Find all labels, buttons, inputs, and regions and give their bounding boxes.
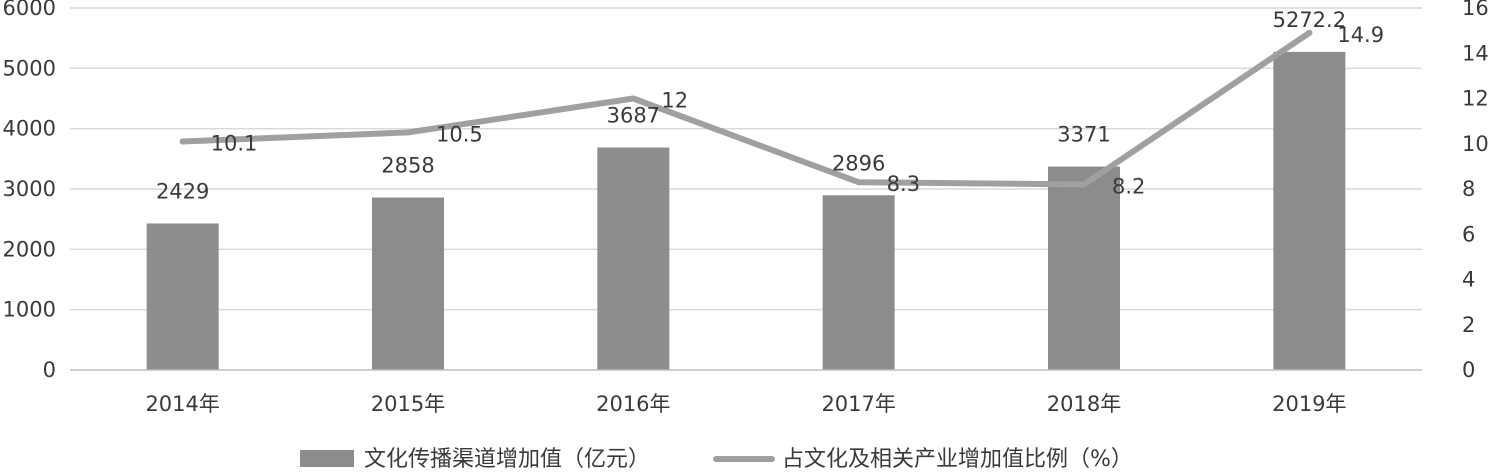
axes: 0 1000 2000 3000 4000 5000 6000 0 2 4 6 8 10 12 14 16 20… (3, 0, 1489, 416)
y-right-tick-label: 2 (1462, 313, 1475, 337)
x-tick-label: 2015年 (371, 392, 445, 416)
line-point (405, 129, 411, 136)
bar-series (146, 51, 1346, 371)
y-right-tick-label: 4 (1462, 268, 1475, 292)
line-data-label: 8.2 (1112, 174, 1145, 198)
line-point (1306, 29, 1313, 36)
x-tick-label: 2017年 (821, 392, 895, 416)
bar (1048, 166, 1120, 370)
y-left-tick-label: 5000 (3, 56, 56, 80)
y-right-tick-label: 8 (1462, 177, 1475, 201)
line-point (1081, 181, 1087, 188)
bar-data-label: 3371 (1057, 123, 1110, 147)
legend: 文化传播渠道增加值（亿元） 占文化及相关产业增加值比例（%） (300, 447, 1133, 472)
legend-bar-swatch (300, 450, 354, 467)
bar (1273, 51, 1346, 371)
y-left-tick-label: 6000 (3, 0, 56, 20)
y-left-tick-label: 1000 (3, 298, 56, 322)
bar-data-label: 2858 (381, 154, 434, 178)
line-point (179, 138, 186, 145)
bar (822, 195, 895, 370)
x-tick-label: 2019年 (1272, 392, 1346, 416)
gridlines (70, 7, 1422, 311)
line-data-label: 8.3 (887, 172, 920, 196)
legend-bar-label: 文化传播渠道增加值（亿元） (364, 447, 650, 472)
y-left-tick-label: 0 (43, 358, 56, 382)
y-right-tick-label: 0 (1462, 358, 1475, 382)
bar-data-label: 2429 (156, 179, 209, 203)
x-tick-label: 2014年 (145, 392, 219, 416)
y-right-tick-label: 6 (1462, 222, 1475, 246)
line-series-path (179, 29, 1313, 188)
bar (146, 223, 219, 370)
y-left-tick-label: 4000 (3, 117, 56, 141)
bar (372, 197, 444, 370)
line-data-label: 10.5 (436, 122, 483, 146)
bar-data-label: 2896 (832, 151, 885, 175)
line-point (630, 95, 637, 102)
line-series (179, 29, 1313, 188)
bar-data-label: 5272.2 (1273, 8, 1346, 32)
y-left-tick-label: 3000 (3, 177, 56, 201)
line-data-label: 10.1 (211, 131, 258, 155)
data-labels: 2429 2858 3687 2896 3371 5272.2 10.1 10.5 12 8.3 8… (156, 8, 1384, 204)
x-tick-label: 2016年 (596, 392, 670, 416)
y-right-tick-label: 14 (1462, 41, 1489, 65)
y-left-tick-label: 2000 (3, 237, 56, 261)
x-tick-label: 2018年 (1047, 392, 1121, 416)
line-data-label: 12 (661, 89, 688, 113)
legend-line-label: 占文化及相关产业增加值比例（%） (782, 447, 1133, 472)
y-right-tick-label: 16 (1462, 0, 1489, 20)
y-right-tick-label: 12 (1462, 87, 1489, 111)
bar-data-label: 3687 (607, 104, 660, 128)
y-right-tick-label: 10 (1462, 132, 1489, 156)
line-data-label: 14.9 (1337, 23, 1384, 47)
bar (597, 147, 670, 370)
line-point (855, 179, 862, 186)
